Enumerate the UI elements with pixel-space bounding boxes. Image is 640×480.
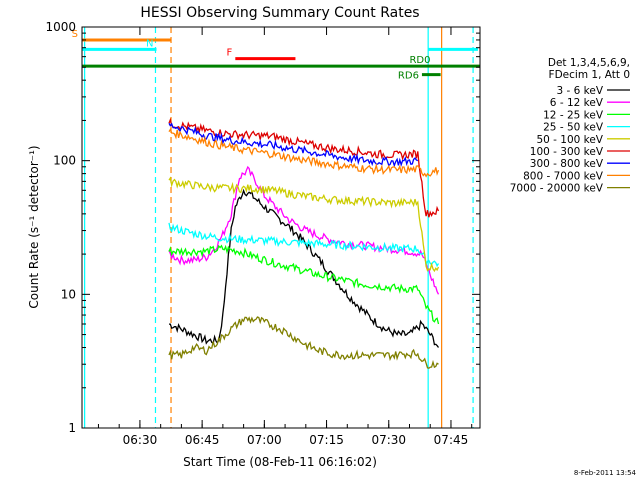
legend-header-line-1: Det 1,3,4,5,6,9, <box>548 57 630 69</box>
plot-area: S N F RD0 RD6 06:30 06:45 07:00 07:15 07:30 07:45 1… <box>45 20 481 447</box>
flag-label-1: S <box>72 29 78 40</box>
series-line-6 <box>168 117 440 218</box>
legend-label-7: 300 - 800 keV <box>530 158 604 170</box>
x-tick-label-4: 07:15 <box>309 433 344 447</box>
series-line-5 <box>168 176 440 273</box>
legend-label-2: 6 - 12 keV <box>550 97 604 109</box>
x-tick-label-6: 07:45 <box>434 433 469 447</box>
plot-frame <box>81 26 481 429</box>
x-axis-label: Start Time (08-Feb-11 06:16:02) <box>183 455 377 469</box>
x-tick-label-2: 06:45 <box>185 433 220 447</box>
series-line-9 <box>168 316 439 369</box>
y-tick-label-3: 100 <box>53 154 76 168</box>
legend-label-9: 7000 - 20000 keV <box>510 183 604 195</box>
legend-header-line-2: FDecim 1, Att 0 <box>549 69 630 81</box>
date-stamp: 8-Feb-2011 13:54 <box>574 469 637 477</box>
flag-label-5: RD0 <box>409 55 430 66</box>
legend-label-6: 100 - 300 keV <box>530 146 604 158</box>
y-tick-label-2: 10 <box>61 287 76 301</box>
chart-title: HESSI Observing Summary Count Rates <box>140 5 419 21</box>
flag-label-6: RD6 <box>398 71 419 82</box>
series-line-1 <box>169 188 440 348</box>
x-tick-label-1: 06:30 <box>123 433 158 447</box>
legend-label-4: 25 - 50 keV <box>543 122 604 134</box>
x-tick-label-3: 07:00 <box>247 433 282 447</box>
legend-label-1: 3 - 6 keV <box>556 85 603 97</box>
y-axis-label: Count Rate (s⁻¹ detector⁻¹) <box>27 145 41 308</box>
flag-label-4: F <box>227 48 233 59</box>
x-tick-label-5: 07:30 <box>371 433 406 447</box>
legend-label-3: 12 - 25 keV <box>543 109 604 121</box>
legend-label-5: 50 - 100 keV <box>536 134 603 146</box>
flag-label-2: N <box>146 38 153 49</box>
series-line-3 <box>168 244 440 325</box>
y-tick-label-1: 1 <box>68 421 76 435</box>
y-tick-label-4: 1000 <box>45 20 76 34</box>
series-line-4 <box>168 222 440 268</box>
legend-label-8: 800 - 7000 keV <box>523 170 604 182</box>
series-line-8 <box>168 128 440 178</box>
